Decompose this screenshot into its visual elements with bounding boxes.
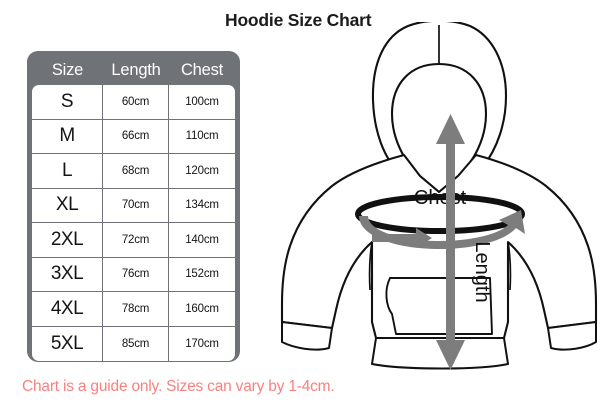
cell-size: XL xyxy=(32,188,104,223)
cell-size: L xyxy=(32,154,104,189)
size-table-container: Size Length Chest S 60cm 100cm M 66cm 11… xyxy=(27,51,240,362)
table-row: 5XL 85cm 170cm xyxy=(32,326,235,361)
cell-size: 2XL xyxy=(32,223,104,258)
table-row: S 60cm 100cm xyxy=(32,85,235,120)
column-header-length: Length xyxy=(111,60,161,79)
cell-chest: 170cm xyxy=(169,326,235,361)
cell-chest: 120cm xyxy=(169,154,235,189)
cell-length: 76cm xyxy=(103,257,170,292)
chest-measure-ellipse xyxy=(355,194,525,234)
cell-length: 60cm xyxy=(103,85,170,120)
table-row: M 66cm 110cm xyxy=(32,119,235,154)
cell-size: S xyxy=(32,85,104,120)
right-raglan-seam xyxy=(507,241,512,291)
cell-chest: 152cm xyxy=(169,257,235,292)
cell-chest: 110cm xyxy=(169,119,235,154)
table-header: Size Length Chest xyxy=(32,55,235,85)
right-cuff xyxy=(547,321,597,351)
left-raglan-seam xyxy=(368,241,373,291)
size-table: Size Length Chest S 60cm 100cm M 66cm 11… xyxy=(32,55,235,361)
cell-length: 68cm xyxy=(103,154,170,189)
length-arrowhead-top xyxy=(436,114,465,144)
table-header-row: Size Length Chest xyxy=(32,55,235,85)
hoodie-diagram: Chest Length xyxy=(280,22,600,372)
cell-chest: 140cm xyxy=(169,223,235,258)
cell-chest: 100cm xyxy=(169,85,235,120)
length-arrowhead-bottom xyxy=(436,340,465,370)
table-row: L 68cm 120cm xyxy=(32,154,235,189)
cell-length: 66cm xyxy=(103,119,170,154)
cell-size: 3XL xyxy=(32,257,104,292)
length-measure-arrow xyxy=(436,114,465,370)
cell-size: M xyxy=(32,119,104,154)
cell-chest: 160cm xyxy=(169,292,235,327)
cell-length: 78cm xyxy=(103,292,170,327)
left-cuff xyxy=(281,321,333,351)
cell-length: 70cm xyxy=(103,188,170,223)
column-header-chest: Chest xyxy=(180,60,224,79)
cell-size: 4XL xyxy=(32,292,104,327)
cell-chest: 134cm xyxy=(169,188,235,223)
waistband xyxy=(371,337,509,370)
column-header-size: Size xyxy=(51,60,84,79)
page-title: Hoodie Size Chart xyxy=(225,10,372,30)
table-body: S 60cm 100cm M 66cm 110cm L 68cm 120cm X… xyxy=(32,85,235,361)
chest-label: Chest xyxy=(414,187,467,209)
chest-direction-arrow xyxy=(372,228,432,248)
disclaimer-note: Chart is a guide only. Sizes can vary by… xyxy=(22,378,335,395)
table-row: 2XL 72cm 140cm xyxy=(32,223,235,258)
table-row: 4XL 78cm 160cm xyxy=(32,292,235,327)
cell-length: 72cm xyxy=(103,223,170,258)
length-label: Length xyxy=(471,241,493,302)
cell-size: 5XL xyxy=(32,326,104,361)
table-row: XL 70cm 134cm xyxy=(32,188,235,223)
table-row: 3XL 76cm 152cm xyxy=(32,257,235,292)
kangaroo-pocket xyxy=(385,277,493,335)
cell-length: 85cm xyxy=(103,326,170,361)
